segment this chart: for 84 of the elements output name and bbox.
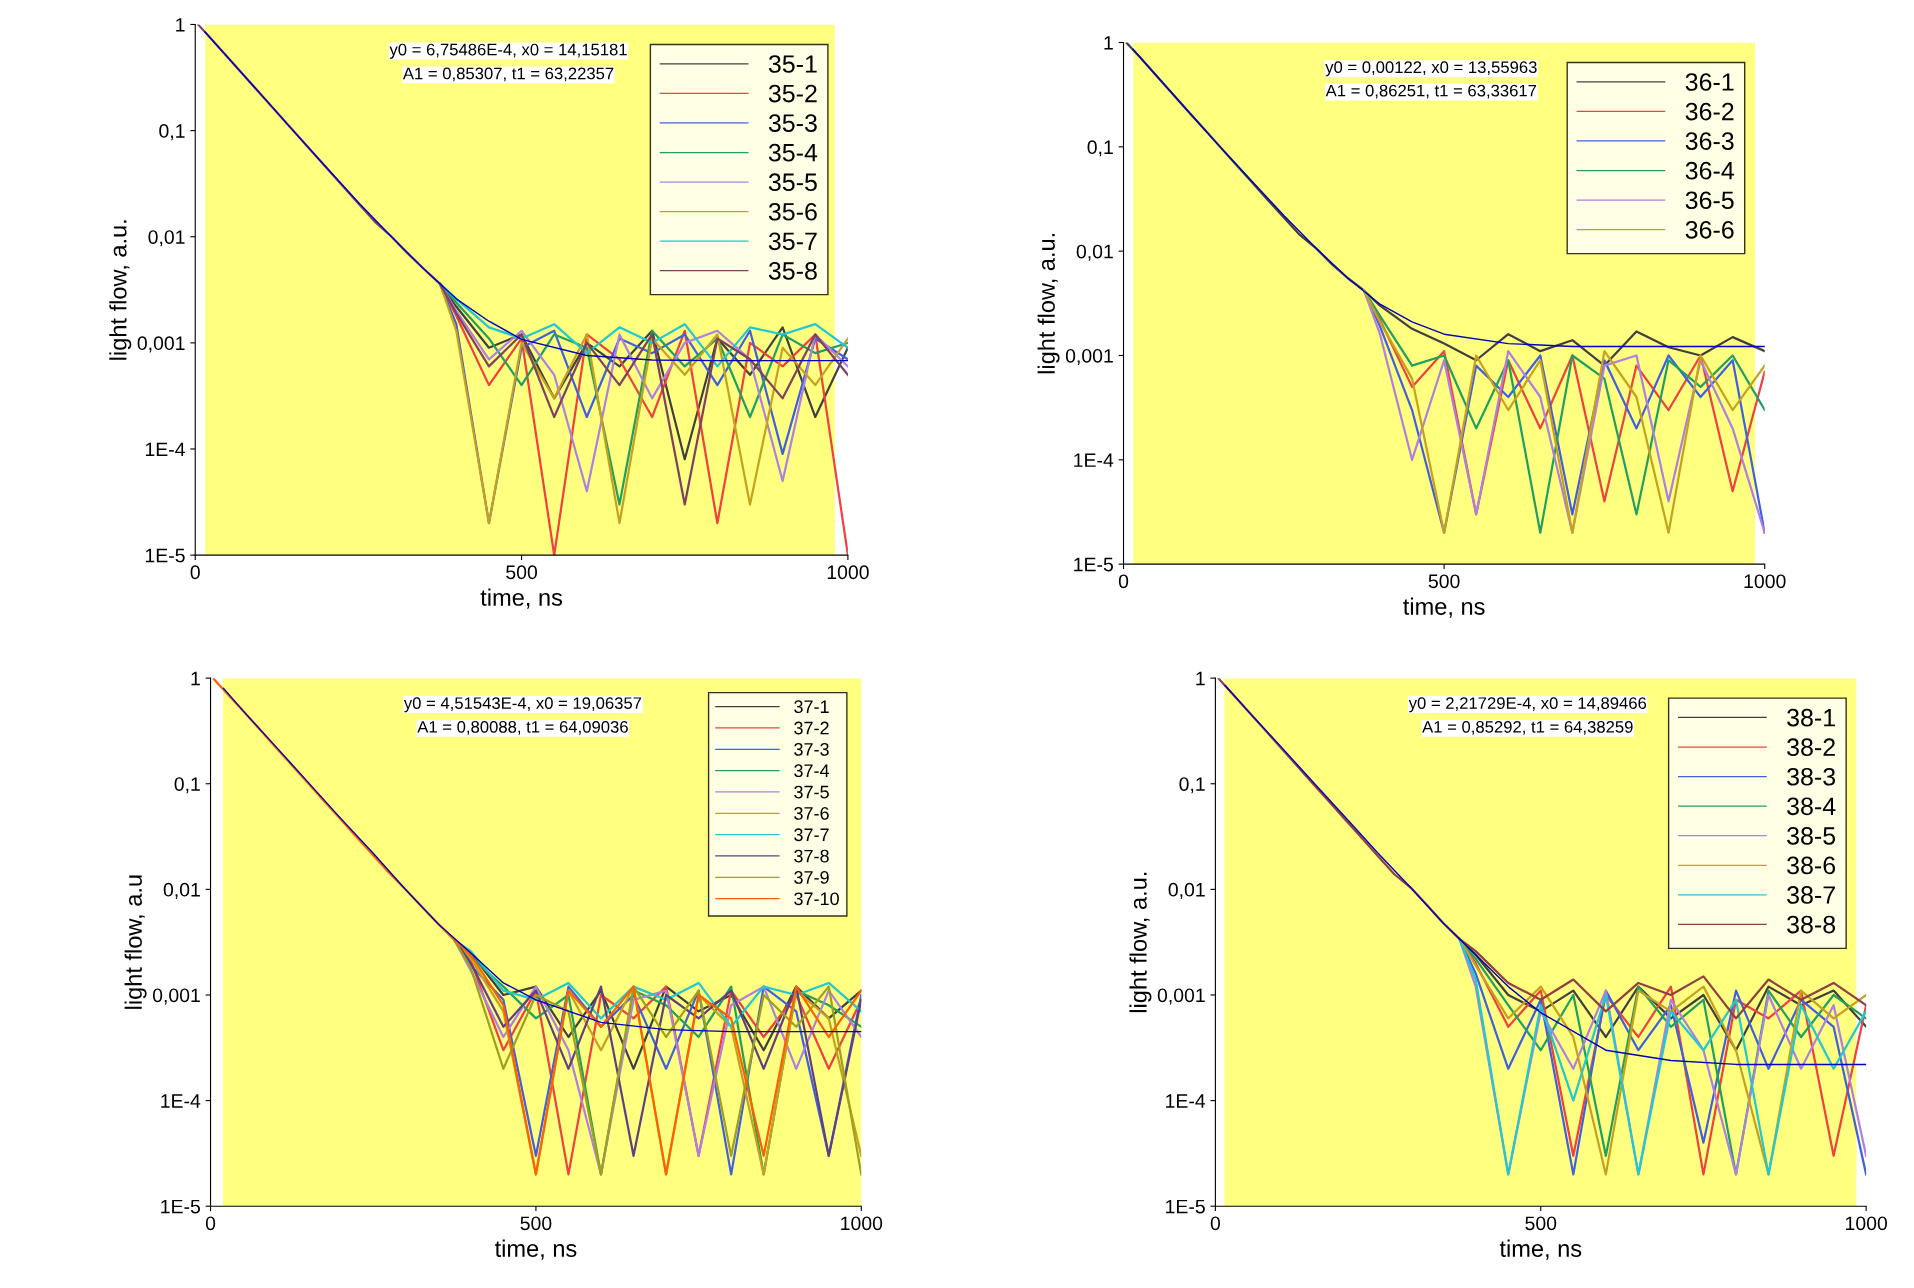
legend-label: 36-2 [1685, 102, 1734, 121]
legend-label: 37-9 [794, 871, 829, 884]
legend-label: 38-1 [1787, 708, 1835, 727]
y-axis-title: light flow, a.u. [109, 220, 132, 360]
legend-label: 38-8 [1787, 915, 1836, 934]
y-tick-label: 0,1 [159, 124, 185, 141]
y-tick-label: 0,001 [137, 336, 185, 353]
legend-label: 37-1 [794, 700, 829, 714]
x-tick-label: 1000 [827, 565, 869, 580]
legend-label: 36-6 [1685, 220, 1734, 239]
legend-label: 36-1 [1685, 73, 1734, 91]
legend-label: 37-6 [794, 807, 829, 820]
y-tick-label: 0,001 [1065, 348, 1113, 366]
x-axis-title: time, ns [494, 1239, 577, 1260]
y-tick-label: 1E-5 [1074, 557, 1113, 572]
x-tick-label: 0 [1118, 574, 1129, 589]
x-tick-label: 0 [190, 565, 200, 580]
y-tick-label: 1E-4 [145, 442, 185, 457]
y-tick-label: 0,1 [1087, 140, 1113, 157]
x-tick-label: 500 [1428, 574, 1460, 589]
legend-label: 37-8 [794, 849, 829, 863]
x-tick-label: 500 [506, 565, 538, 580]
x-axis-title: time, ns [1403, 597, 1485, 618]
x-tick-label: 1000 [1744, 574, 1786, 589]
legend-label: 35-2 [768, 84, 817, 103]
y-tick-label: 1E-5 [161, 1199, 200, 1214]
y-axis-title: light flow, a.u. [1037, 233, 1060, 374]
y-tick-label: 1 [1104, 36, 1113, 50]
x-tick-label: 1000 [1846, 1216, 1888, 1231]
y-tick-label: 0,01 [163, 882, 200, 899]
y-tick-label: 0,001 [1157, 988, 1205, 1005]
legend-label: 37-5 [794, 785, 829, 799]
legend-label: 36-4 [1685, 161, 1734, 180]
x-tick-label: 500 [1525, 1216, 1557, 1231]
annotation: y0 = 6,75486E-4, x0 = 14,15181 [389, 43, 627, 59]
annotation: A1 = 0,86251, t1 = 63,33617 [1325, 84, 1537, 99]
legend-label: 35-3 [768, 114, 817, 132]
legend-label: 35-5 [768, 173, 817, 192]
legend-label: 37-4 [794, 764, 830, 778]
legend-label: 38-3 [1787, 767, 1836, 786]
y-axis-title: light flow, a.u [124, 875, 147, 1009]
legend-label: 36-5 [1685, 191, 1734, 210]
legend-label: 35-8 [768, 262, 817, 280]
x-tick-label: 0 [1210, 1216, 1221, 1231]
x-axis-title: time, ns [1499, 1239, 1582, 1260]
y-tick-label: 1E-5 [1166, 1199, 1205, 1214]
y-axis-title: light flow, a.u. [1129, 872, 1152, 1013]
y-tick-label: 0,01 [148, 230, 185, 247]
legend-label: 35-6 [768, 202, 817, 221]
legend-label: 37-3 [794, 742, 829, 756]
legend-label: 38-5 [1787, 827, 1836, 845]
x-tick-label: 0 [205, 1216, 216, 1231]
y-tick-label: 1 [191, 671, 200, 686]
x-tick-label: 500 [520, 1216, 552, 1231]
legend-label: 35-1 [768, 55, 817, 73]
y-tick-label: 1E-4 [1074, 453, 1114, 467]
legend-label: 38-6 [1787, 856, 1836, 875]
annotation: A1 = 0,85307, t1 = 63,22357 [402, 67, 614, 82]
x-tick-label: 1000 [841, 1216, 883, 1231]
annotation: y0 = 0,00122, x0 = 13,55963 [1325, 61, 1537, 77]
y-tick-label: 0,1 [174, 777, 200, 794]
annotation: y0 = 4,51543E-4, x0 = 19,06357 [403, 697, 642, 713]
legend-label: 37-10 [794, 892, 839, 906]
legend-label: 38-7 [1787, 886, 1835, 904]
legend-label: 37-2 [794, 721, 829, 735]
y-tick-label: 1 [176, 18, 185, 32]
y-tick-label: 0,1 [1179, 777, 1205, 794]
annotation: y0 = 2,21729E-4, x0 = 14,89466 [1408, 697, 1647, 713]
legend-label: 35-7 [768, 232, 817, 251]
x-axis-title: time, ns [480, 588, 563, 609]
y-tick-label: 0,001 [152, 988, 200, 1005]
annotation: A1 = 0,80088, t1 = 64,09036 [417, 720, 628, 735]
y-tick-label: 1 [1196, 671, 1205, 686]
y-tick-label: 1E-5 [145, 548, 185, 563]
y-tick-label: 1E-4 [161, 1094, 201, 1108]
legend-label: 35-4 [768, 143, 818, 162]
annotation: A1 = 0,85292, t1 = 64,38259 [1422, 720, 1633, 735]
legend-label: 37-7 [794, 828, 829, 842]
y-tick-label: 0,01 [1168, 882, 1205, 899]
legend-label: 36-3 [1685, 132, 1734, 150]
y-tick-label: 1E-4 [1166, 1094, 1206, 1108]
legend-label: 38-4 [1787, 797, 1836, 816]
y-tick-label: 0,01 [1076, 244, 1113, 261]
legend-label: 38-2 [1787, 738, 1835, 757]
